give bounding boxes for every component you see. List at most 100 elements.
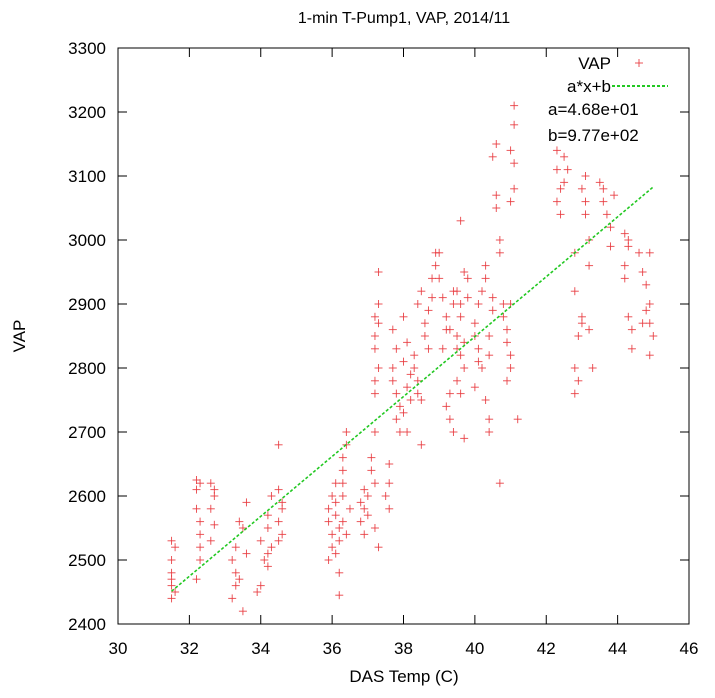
scatter-point [167, 536, 176, 545]
scatter-point [192, 575, 201, 584]
scatter-point [370, 332, 379, 340]
scatter-point [506, 146, 515, 155]
scatter-point [460, 364, 469, 372]
scatter-point [492, 191, 501, 200]
scatter-point [502, 338, 511, 347]
x-tick-label: 42 [537, 639, 556, 658]
scatter-point [453, 287, 462, 296]
scatter-point [388, 376, 397, 385]
scatter-point [388, 364, 397, 372]
scatter-point [556, 210, 565, 219]
legend: VAP a*x+b a=4.68e+01 b=9.77e+02 [548, 54, 668, 145]
scatter-point [360, 485, 369, 494]
scatter-point [585, 325, 594, 334]
scatter-point [406, 396, 415, 404]
scatter-point [435, 274, 444, 283]
legend-label-vap: VAP [578, 54, 611, 73]
scatter-point [338, 466, 347, 475]
scatter-point [585, 261, 594, 270]
scatter-point [395, 428, 404, 436]
scatter-point [481, 274, 490, 283]
scatter-point [624, 312, 633, 321]
scatter-point [324, 504, 333, 513]
scatter-point [456, 351, 465, 360]
y-axis-title: VAP [10, 320, 29, 353]
y-tick-label: 2500 [68, 551, 106, 570]
scatter-point [171, 543, 180, 552]
scatter-point [370, 428, 379, 436]
scatter-point [506, 364, 515, 372]
x-tick-label: 38 [394, 639, 413, 658]
scatter-point [356, 517, 365, 526]
scatter-point [510, 159, 519, 168]
scatter-point [406, 370, 415, 379]
scatter-point [345, 504, 354, 513]
scatter-point [228, 556, 237, 564]
scatter-point [231, 568, 240, 577]
scatter-point [196, 556, 205, 564]
scatter-point [370, 312, 379, 321]
scatter-point [367, 453, 376, 462]
scatter-point [253, 588, 262, 596]
scatter-point [552, 165, 561, 174]
scatter-point [570, 389, 579, 398]
scatter-point [478, 287, 487, 296]
scatter-point [324, 556, 333, 564]
y-tick-label: 2600 [68, 487, 106, 506]
scatter-point [167, 575, 176, 584]
scatter-point [328, 530, 337, 539]
scatter-point [552, 197, 561, 206]
scatter-point [388, 325, 397, 334]
scatter-point [328, 543, 337, 552]
scatter-point [338, 479, 347, 488]
y-tick-label: 2400 [68, 615, 106, 634]
scatter-point [581, 172, 590, 180]
y-tick-label: 3000 [68, 231, 106, 250]
scatter-point [453, 376, 462, 385]
scatter-point [385, 504, 394, 513]
scatter-point [645, 319, 654, 328]
scatter-point [481, 261, 490, 270]
x-tick-label: 32 [180, 639, 199, 658]
scatter-point [442, 402, 451, 411]
scatter-point [363, 511, 372, 520]
scatter-point [356, 498, 365, 507]
scatter-point [196, 479, 205, 488]
annotation-a: a=4.68e+01 [548, 100, 639, 119]
x-tick-label: 36 [323, 639, 342, 658]
scatter-point [231, 543, 240, 552]
scatter-point [395, 402, 404, 411]
scatter-point [620, 229, 629, 238]
annotation-b: b=9.77e+02 [548, 126, 639, 145]
scatter-point [570, 287, 579, 296]
scatter-point [606, 223, 615, 232]
scatter-point [495, 236, 504, 244]
scatter-point [456, 312, 465, 321]
scatter-point [342, 440, 351, 449]
scatter-point [602, 210, 611, 219]
scatter-point [481, 396, 490, 404]
scatter-point [335, 524, 344, 532]
scatter-point [460, 434, 469, 443]
scatter-point [456, 216, 465, 225]
scatter-point [231, 581, 240, 590]
scatter-point [238, 607, 247, 616]
scatter-point [263, 524, 272, 532]
scatter-point [413, 376, 422, 385]
scatter-point [495, 248, 504, 257]
scatter-point [256, 536, 265, 545]
scatter-point [424, 344, 433, 353]
scatter-point [456, 300, 465, 308]
scatter-point [417, 396, 426, 404]
scatter-point [474, 300, 483, 308]
scatter-point [331, 549, 340, 558]
scatter-point [410, 364, 419, 372]
y-tick-label: 3300 [68, 39, 106, 58]
scatter-point [403, 383, 412, 392]
legend-marker-plus-icon [635, 59, 643, 67]
scatter-point [171, 588, 180, 596]
x-tick-label: 44 [608, 639, 627, 658]
x-axis-title: DAS Temp (C) [349, 667, 458, 686]
scatter-point [374, 268, 383, 276]
